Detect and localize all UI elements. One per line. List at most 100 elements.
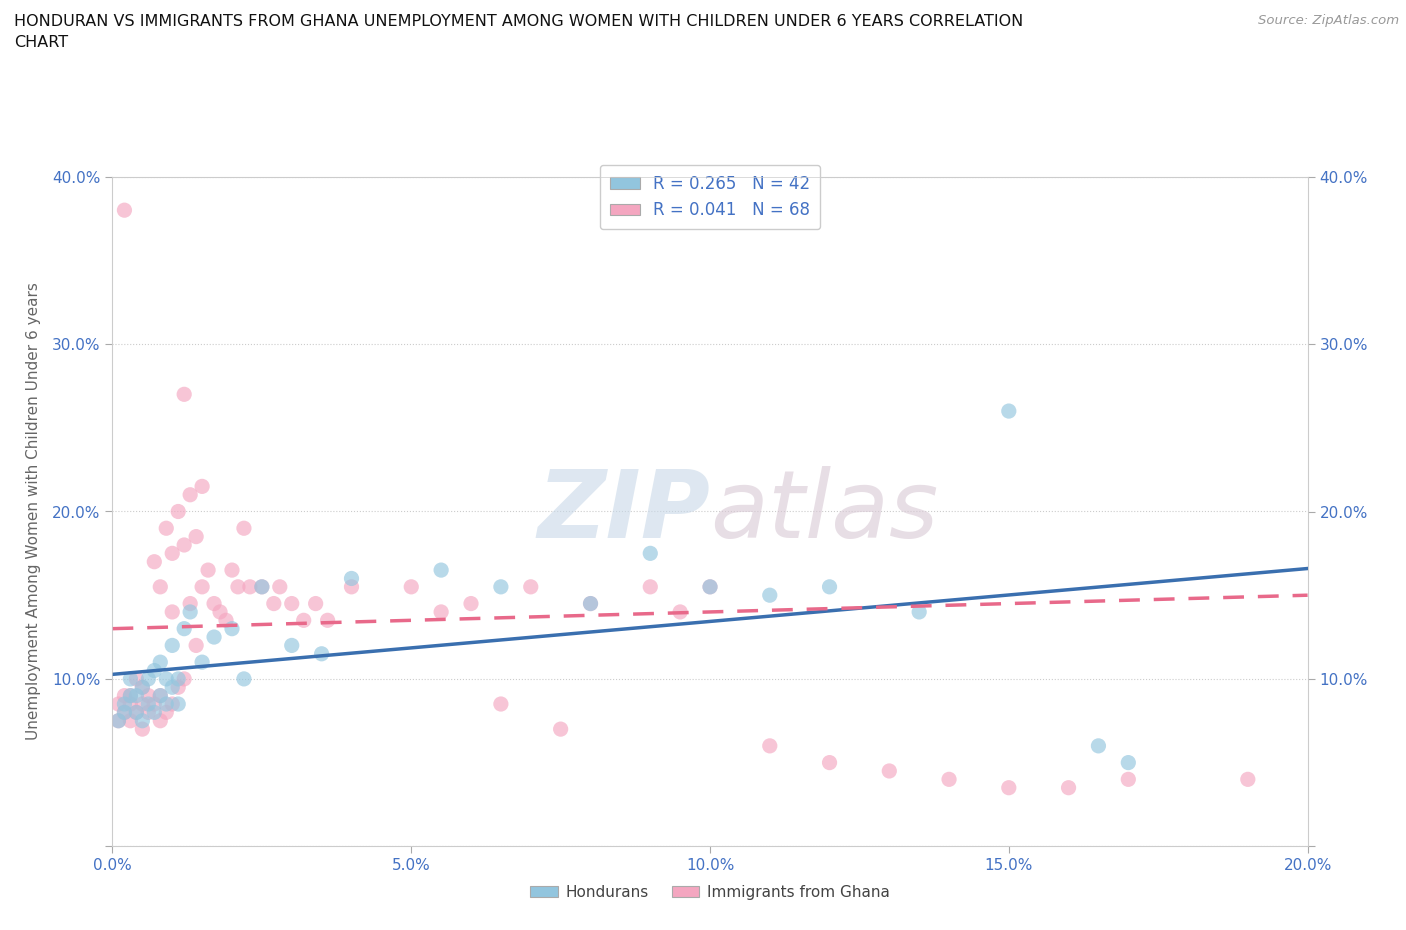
Point	[232, 671, 256, 686]
Point	[107, 713, 129, 728]
Point	[173, 538, 195, 552]
Point	[143, 663, 166, 678]
Point	[316, 613, 339, 628]
Text: CHART: CHART	[14, 35, 67, 50]
Point	[162, 680, 183, 695]
Point	[120, 713, 142, 728]
Point	[1087, 738, 1109, 753]
Point	[579, 596, 602, 611]
Point	[138, 671, 160, 686]
Point	[239, 579, 262, 594]
Point	[311, 646, 333, 661]
Point	[579, 596, 602, 611]
Point	[179, 596, 201, 611]
Point	[1118, 772, 1140, 787]
Point	[114, 705, 135, 720]
Point	[232, 521, 256, 536]
Point	[167, 697, 190, 711]
Point	[155, 521, 177, 536]
Point	[120, 671, 142, 686]
Point	[167, 504, 190, 519]
Point	[125, 705, 148, 720]
Point	[131, 680, 153, 695]
Point	[340, 579, 363, 594]
Point	[208, 604, 231, 619]
Point	[179, 487, 201, 502]
Point	[430, 563, 453, 578]
Point	[138, 688, 160, 703]
Point	[669, 203, 692, 218]
Point	[197, 563, 219, 578]
Point	[143, 697, 166, 711]
Point	[759, 588, 782, 603]
Point	[340, 571, 363, 586]
Point	[155, 697, 177, 711]
Point	[125, 688, 148, 703]
Point	[221, 563, 243, 578]
Point	[489, 579, 512, 594]
Text: Source: ZipAtlas.com: Source: ZipAtlas.com	[1258, 14, 1399, 27]
Point	[114, 697, 135, 711]
Point	[162, 697, 183, 711]
Point	[638, 546, 662, 561]
Point	[125, 671, 148, 686]
Text: ZIP: ZIP	[537, 466, 710, 557]
Point	[186, 529, 208, 544]
Point	[167, 680, 190, 695]
Point	[263, 596, 285, 611]
Point	[221, 621, 243, 636]
Point	[107, 697, 129, 711]
Point	[191, 655, 214, 670]
Point	[155, 705, 177, 720]
Point	[202, 630, 225, 644]
Point	[162, 604, 183, 619]
Point	[550, 722, 572, 737]
Point	[1118, 755, 1140, 770]
Point	[759, 738, 782, 753]
Point	[877, 764, 901, 778]
Point	[202, 596, 225, 611]
Point	[191, 479, 214, 494]
Point	[162, 546, 183, 561]
Text: atlas: atlas	[710, 466, 938, 557]
Point	[938, 772, 960, 787]
Point	[131, 713, 153, 728]
Point	[281, 638, 304, 653]
Point	[162, 638, 183, 653]
Point	[131, 722, 153, 737]
Legend: Hondurans, Immigrants from Ghana: Hondurans, Immigrants from Ghana	[524, 879, 896, 906]
Point	[699, 579, 721, 594]
Text: HONDURAN VS IMMIGRANTS FROM GHANA UNEMPLOYMENT AMONG WOMEN WITH CHILDREN UNDER 6: HONDURAN VS IMMIGRANTS FROM GHANA UNEMPL…	[14, 14, 1024, 29]
Point	[120, 688, 142, 703]
Point	[186, 638, 208, 653]
Point	[638, 579, 662, 594]
Point	[131, 697, 153, 711]
Point	[138, 705, 160, 720]
Point	[292, 613, 315, 628]
Point	[818, 579, 841, 594]
Point	[908, 604, 931, 619]
Point	[669, 604, 692, 619]
Point	[149, 688, 172, 703]
Point	[401, 579, 423, 594]
Point	[250, 579, 273, 594]
Point	[138, 697, 160, 711]
Point	[269, 579, 291, 594]
Point	[143, 554, 166, 569]
Point	[167, 671, 190, 686]
Point	[125, 705, 148, 720]
Point	[250, 579, 273, 594]
Point	[1057, 780, 1080, 795]
Point	[114, 705, 135, 720]
Point	[107, 713, 129, 728]
Point	[173, 621, 195, 636]
Point	[131, 680, 153, 695]
Point	[149, 579, 172, 594]
Point	[304, 596, 326, 611]
Point	[281, 596, 304, 611]
Point	[430, 604, 453, 619]
Point	[489, 697, 512, 711]
Point	[120, 688, 142, 703]
Point	[155, 671, 177, 686]
Point	[699, 579, 721, 594]
